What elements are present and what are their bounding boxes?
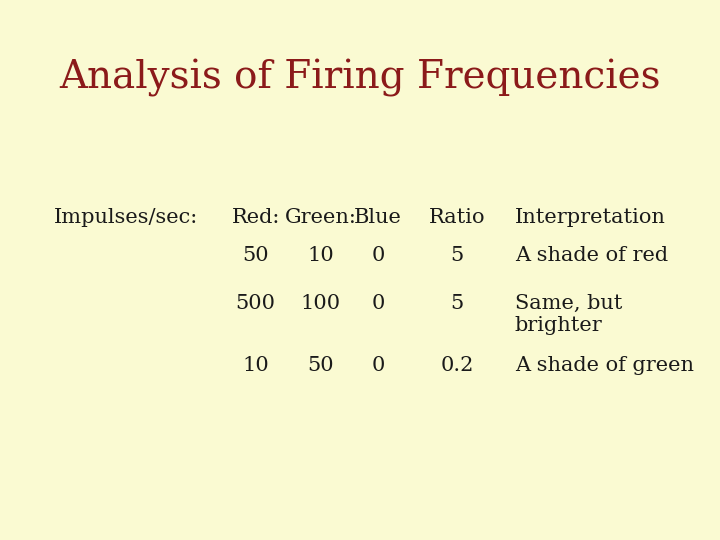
Text: 0: 0 xyxy=(372,246,384,265)
Text: Same, but
brighter: Same, but brighter xyxy=(515,294,622,335)
Text: 50: 50 xyxy=(243,246,269,265)
Text: 0: 0 xyxy=(372,294,384,313)
Text: 10: 10 xyxy=(242,356,269,375)
Text: A shade of red: A shade of red xyxy=(515,246,668,265)
Text: Ratio: Ratio xyxy=(429,208,485,227)
Text: 50: 50 xyxy=(307,356,333,375)
Text: Interpretation: Interpretation xyxy=(515,208,666,227)
Text: 5: 5 xyxy=(451,246,464,265)
Text: 0.2: 0.2 xyxy=(441,356,474,375)
Text: Red:: Red: xyxy=(231,208,280,227)
Text: 0: 0 xyxy=(372,356,384,375)
Text: A shade of green: A shade of green xyxy=(515,356,694,375)
Text: Impulses/sec:: Impulses/sec: xyxy=(54,208,198,227)
Text: Blue: Blue xyxy=(354,208,402,227)
Text: Analysis of Firing Frequencies: Analysis of Firing Frequencies xyxy=(59,59,661,97)
Text: 5: 5 xyxy=(451,294,464,313)
Text: 100: 100 xyxy=(300,294,341,313)
Text: 500: 500 xyxy=(235,294,276,313)
Text: 10: 10 xyxy=(307,246,334,265)
Text: Green:: Green: xyxy=(284,208,356,227)
